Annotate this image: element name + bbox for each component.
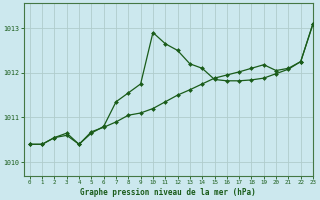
X-axis label: Graphe pression niveau de la mer (hPa): Graphe pression niveau de la mer (hPa) [80, 188, 256, 197]
